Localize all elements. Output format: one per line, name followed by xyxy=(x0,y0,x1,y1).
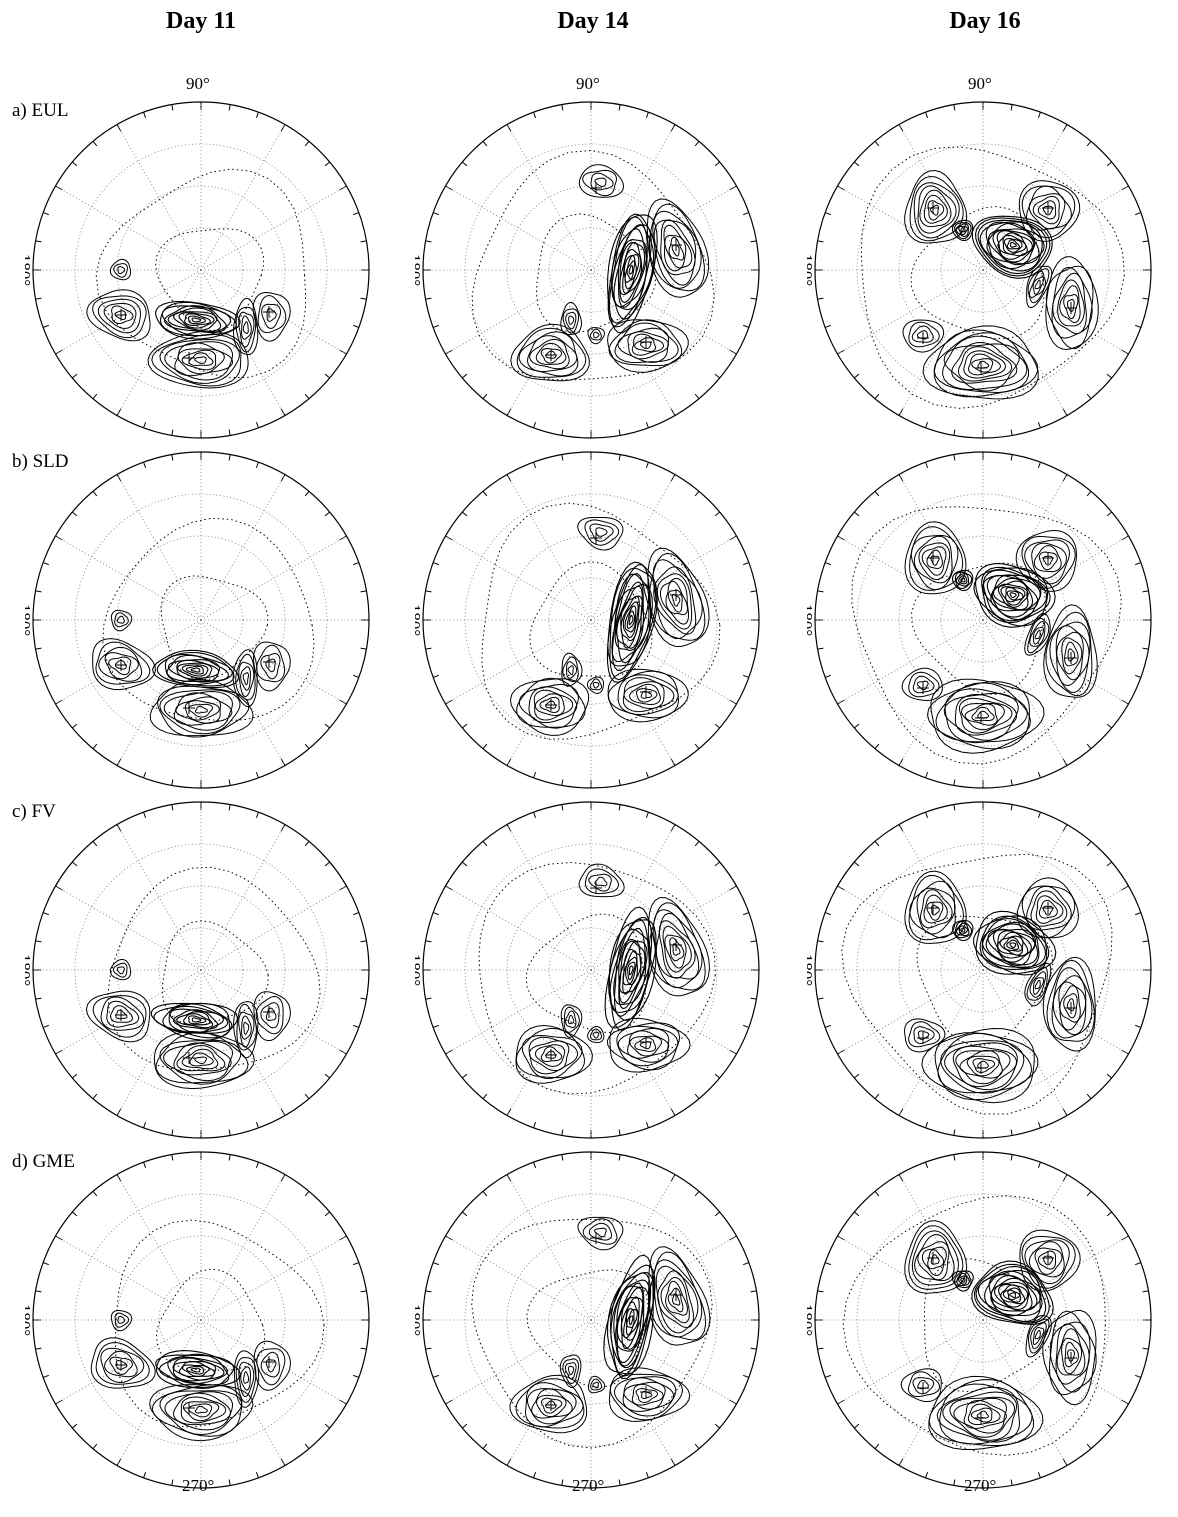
polar-panel-sld-day16: 180° 0° xyxy=(807,444,1159,796)
lon-label-left: 180° xyxy=(415,954,424,986)
polar-panel-sld-day14: 180° 0° xyxy=(415,444,767,796)
contour-field xyxy=(471,149,715,382)
lon-label-left: 180° xyxy=(807,604,816,636)
polar-panel-eul-day11: 180° 0° xyxy=(25,94,377,446)
lon-label-right: 0° xyxy=(373,262,377,277)
lon-label-left: 180° xyxy=(415,604,424,636)
contour-field xyxy=(481,502,721,740)
lon-label-right: 0° xyxy=(373,612,377,627)
column-title-day16: Day 16 xyxy=(949,8,1021,34)
polar-panel-fv-day11: 180° 0° xyxy=(25,794,377,1146)
lon-label-left: 180° xyxy=(25,1304,34,1336)
column-title-day14: Day 14 xyxy=(557,8,629,34)
lon-label-right: 0° xyxy=(763,612,767,627)
lon-label-right: 0° xyxy=(373,962,377,977)
lon-label-top-col3: 90° xyxy=(968,74,992,93)
polar-panel-eul-day14: 180° 0° xyxy=(415,94,767,446)
contour-field xyxy=(92,517,315,738)
lon-label-bottom-col1: 270° xyxy=(182,1476,215,1495)
contour-field xyxy=(841,853,1113,1115)
lon-label-right: 0° xyxy=(1155,612,1159,627)
lon-label-left: 180° xyxy=(25,604,34,636)
polar-panel-eul-day16: 180° 0° xyxy=(807,94,1159,446)
contour-field xyxy=(478,861,716,1095)
contour-field xyxy=(86,168,306,389)
lon-label-left: 180° xyxy=(415,1304,424,1336)
lon-label-bottom-col2: 270° xyxy=(572,1476,605,1495)
polar-panel-gme-day14: 180° 0° xyxy=(415,1144,767,1496)
column-title-day11: Day 11 xyxy=(165,8,236,34)
contour-field xyxy=(90,1219,325,1442)
polar-panel-fv-day16: 180° 0° xyxy=(807,794,1159,1146)
lon-label-left: 180° xyxy=(415,254,424,286)
lon-label-right: 0° xyxy=(1155,962,1159,977)
lon-label-bottom-col3: 270° xyxy=(964,1476,997,1495)
contour-field xyxy=(851,506,1122,765)
contour-field xyxy=(842,1195,1106,1456)
polar-panel-fv-day14: 180° 0° xyxy=(415,794,767,1146)
row-label-sld: b) SLD xyxy=(12,451,69,472)
contour-field xyxy=(85,866,321,1090)
polar-panel-sld-day11: 180° 0° xyxy=(25,444,377,796)
row-label-gme: d) GME xyxy=(12,1151,75,1172)
lon-label-left: 180° xyxy=(807,954,816,986)
lon-label-top-col2: 90° xyxy=(576,74,600,93)
lon-label-left: 180° xyxy=(25,254,34,286)
lon-label-left: 180° xyxy=(25,954,34,986)
row-label-eul: a) EUL xyxy=(12,100,69,121)
polar-panel-gme-day16: 180° 0° xyxy=(807,1144,1159,1496)
lon-label-left: 180° xyxy=(807,1304,816,1336)
lon-label-top-col1: 90° xyxy=(186,74,210,93)
lon-label-right: 0° xyxy=(763,962,767,977)
lon-label-right: 0° xyxy=(1155,1312,1159,1327)
lon-label-right: 0° xyxy=(763,1312,767,1327)
row-label-fv: c) FV xyxy=(12,801,56,822)
lon-label-right: 0° xyxy=(763,262,767,277)
contour-field xyxy=(860,146,1125,409)
polar-panel-gme-day11: 180° 0° xyxy=(25,1144,377,1496)
lon-label-right: 0° xyxy=(1155,262,1159,277)
lon-label-left: 180° xyxy=(807,254,816,286)
contour-field xyxy=(471,1216,713,1449)
lon-label-right: 0° xyxy=(373,1312,377,1327)
